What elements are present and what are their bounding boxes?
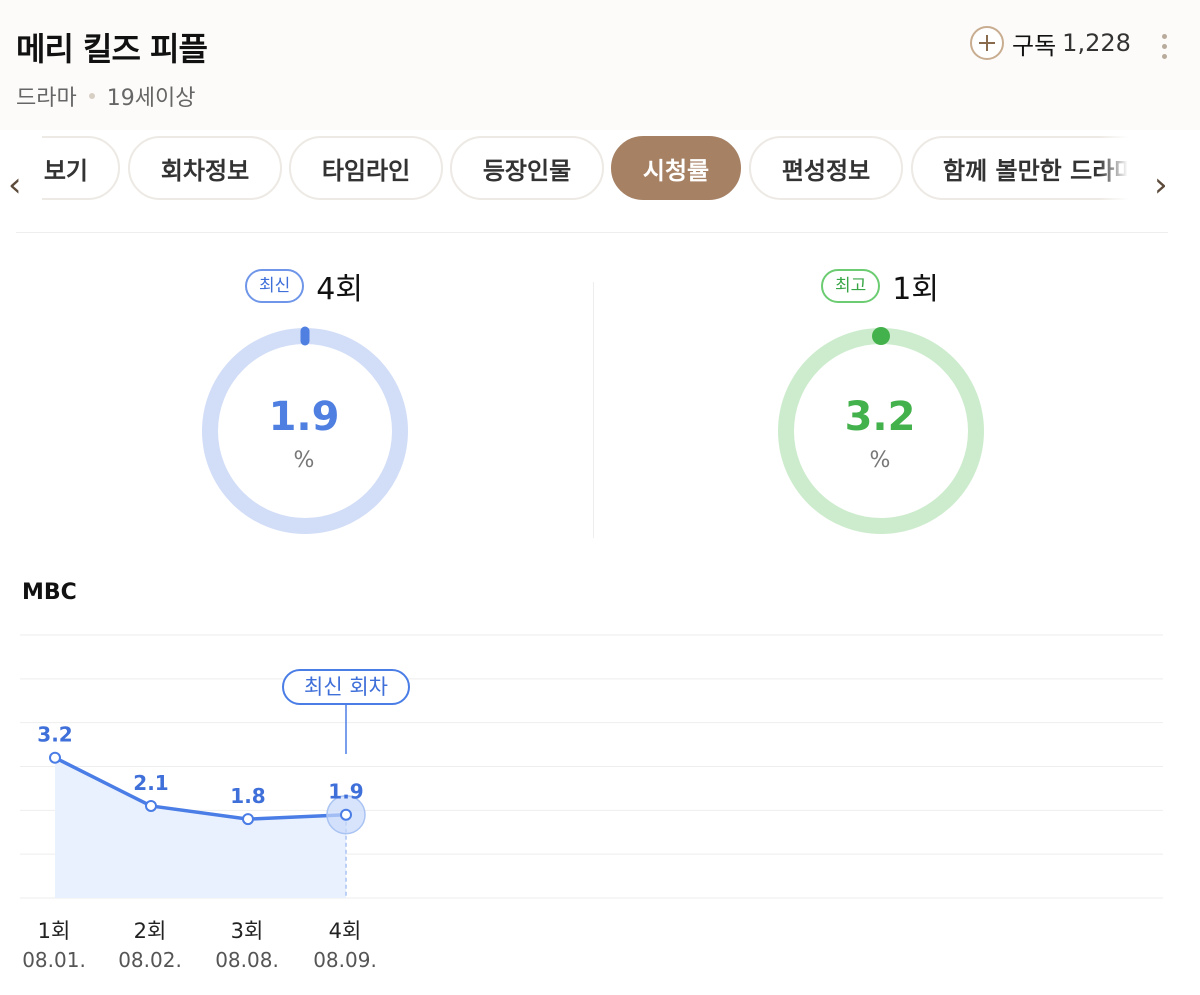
data-label: 1.9 bbox=[328, 780, 363, 804]
x-date-label: 08.02. bbox=[118, 948, 182, 972]
program-header: 메리 킬즈 피플 드라마 19세이상 구독 1,228 bbox=[0, 0, 1200, 130]
series-area bbox=[55, 757, 346, 898]
tab-timeline[interactable]: 타임라인 bbox=[289, 136, 443, 200]
data-label: 2.1 bbox=[133, 771, 168, 795]
tab-characters[interactable]: 등장인물 bbox=[450, 136, 604, 200]
section-divider bbox=[16, 232, 1168, 233]
best-rating-card: 최고 1회 3.2 % bbox=[730, 266, 1030, 546]
data-point bbox=[49, 751, 61, 764]
tabs-fade bbox=[1098, 130, 1128, 210]
best-rating-header: 최고 1회 bbox=[730, 266, 1030, 307]
tab-recommended-dramas[interactable]: 함께 볼만한 드라마 bbox=[911, 136, 1128, 200]
x-date-label: 08.09. bbox=[313, 948, 377, 972]
stats-divider bbox=[593, 282, 594, 538]
x-tick-label: 2회 bbox=[134, 919, 167, 943]
more-options-icon[interactable] bbox=[1160, 34, 1168, 64]
best-rating-unit: % bbox=[869, 448, 891, 473]
x-date-label: 08.08. bbox=[215, 948, 279, 972]
subscribe-label: 구독 bbox=[1012, 31, 1057, 60]
data-point bbox=[242, 813, 254, 826]
latest-episode: 4회 bbox=[316, 272, 363, 307]
age-rating-label: 19세이상 bbox=[106, 86, 196, 111]
tab-watch[interactable]: 보기 bbox=[42, 136, 120, 200]
data-label: 1.8 bbox=[230, 784, 265, 808]
tab-bar: ‹ 보기 회차정보 타임라인 등장인물 시청률 편성정보 함께 볼만한 드라마 … bbox=[0, 130, 1200, 210]
tabs-scroll-area: 보기 회차정보 타임라인 등장인물 시청률 편성정보 함께 볼만한 드라마 bbox=[42, 130, 1128, 210]
chart-svg: 최신 회차 3.2 2.1 1.8 1.9 1회 08.01. 2회 08.02. 3회 08.08… bbox=[20, 634, 1163, 972]
chevron-right-icon[interactable]: › bbox=[1154, 165, 1168, 205]
subscriber-count: 1,228 bbox=[1062, 29, 1131, 57]
meta-separator-dot bbox=[88, 93, 95, 99]
latest-rating-card: 최신 4회 1.9 % bbox=[154, 266, 454, 546]
data-point bbox=[145, 799, 157, 812]
x-tick-label: 4회 bbox=[329, 919, 362, 943]
program-meta: 드라마 19세이상 bbox=[16, 80, 195, 112]
best-rating-donut bbox=[778, 327, 984, 534]
ratings-line-chart: 최신 회차 3.2 2.1 1.8 1.9 1회 08.01. 2회 08.02. 3회 08.08… bbox=[0, 620, 1200, 980]
latest-rating-donut bbox=[202, 326, 408, 534]
tab-episode-info[interactable]: 회차정보 bbox=[128, 136, 282, 200]
tab-ratings[interactable]: 시청률 bbox=[611, 136, 741, 200]
latest-badge: 최신 bbox=[245, 269, 305, 303]
latest-rating-unit: % bbox=[293, 448, 315, 473]
series-line bbox=[54, 756, 347, 821]
genre-label: 드라마 bbox=[16, 86, 77, 111]
callout-box bbox=[282, 669, 410, 705]
x-tick-label: 3회 bbox=[231, 919, 264, 943]
subscribe-button[interactable]: 구독 1,228 bbox=[970, 24, 1131, 62]
chevron-left-icon[interactable]: ‹ bbox=[8, 165, 22, 205]
program-title: 메리 킬즈 피플 bbox=[16, 30, 208, 68]
latest-rating-header: 최신 4회 bbox=[154, 266, 454, 307]
latest-rating-value: 1.9 bbox=[268, 394, 340, 440]
plus-icon bbox=[970, 26, 1004, 60]
tab-schedule[interactable]: 편성정보 bbox=[749, 136, 903, 200]
best-donut-marker bbox=[872, 327, 890, 345]
best-badge: 최고 bbox=[821, 269, 881, 303]
best-rating-value: 3.2 bbox=[844, 394, 916, 440]
x-date-label: 08.01. bbox=[22, 948, 86, 972]
best-episode: 1회 bbox=[892, 272, 939, 307]
data-label: 3.2 bbox=[37, 723, 72, 747]
channel-label: MBC bbox=[22, 580, 77, 605]
callout-label: 최신 회차 bbox=[304, 675, 388, 699]
x-tick-label: 1회 bbox=[38, 919, 71, 943]
data-point bbox=[340, 808, 352, 821]
